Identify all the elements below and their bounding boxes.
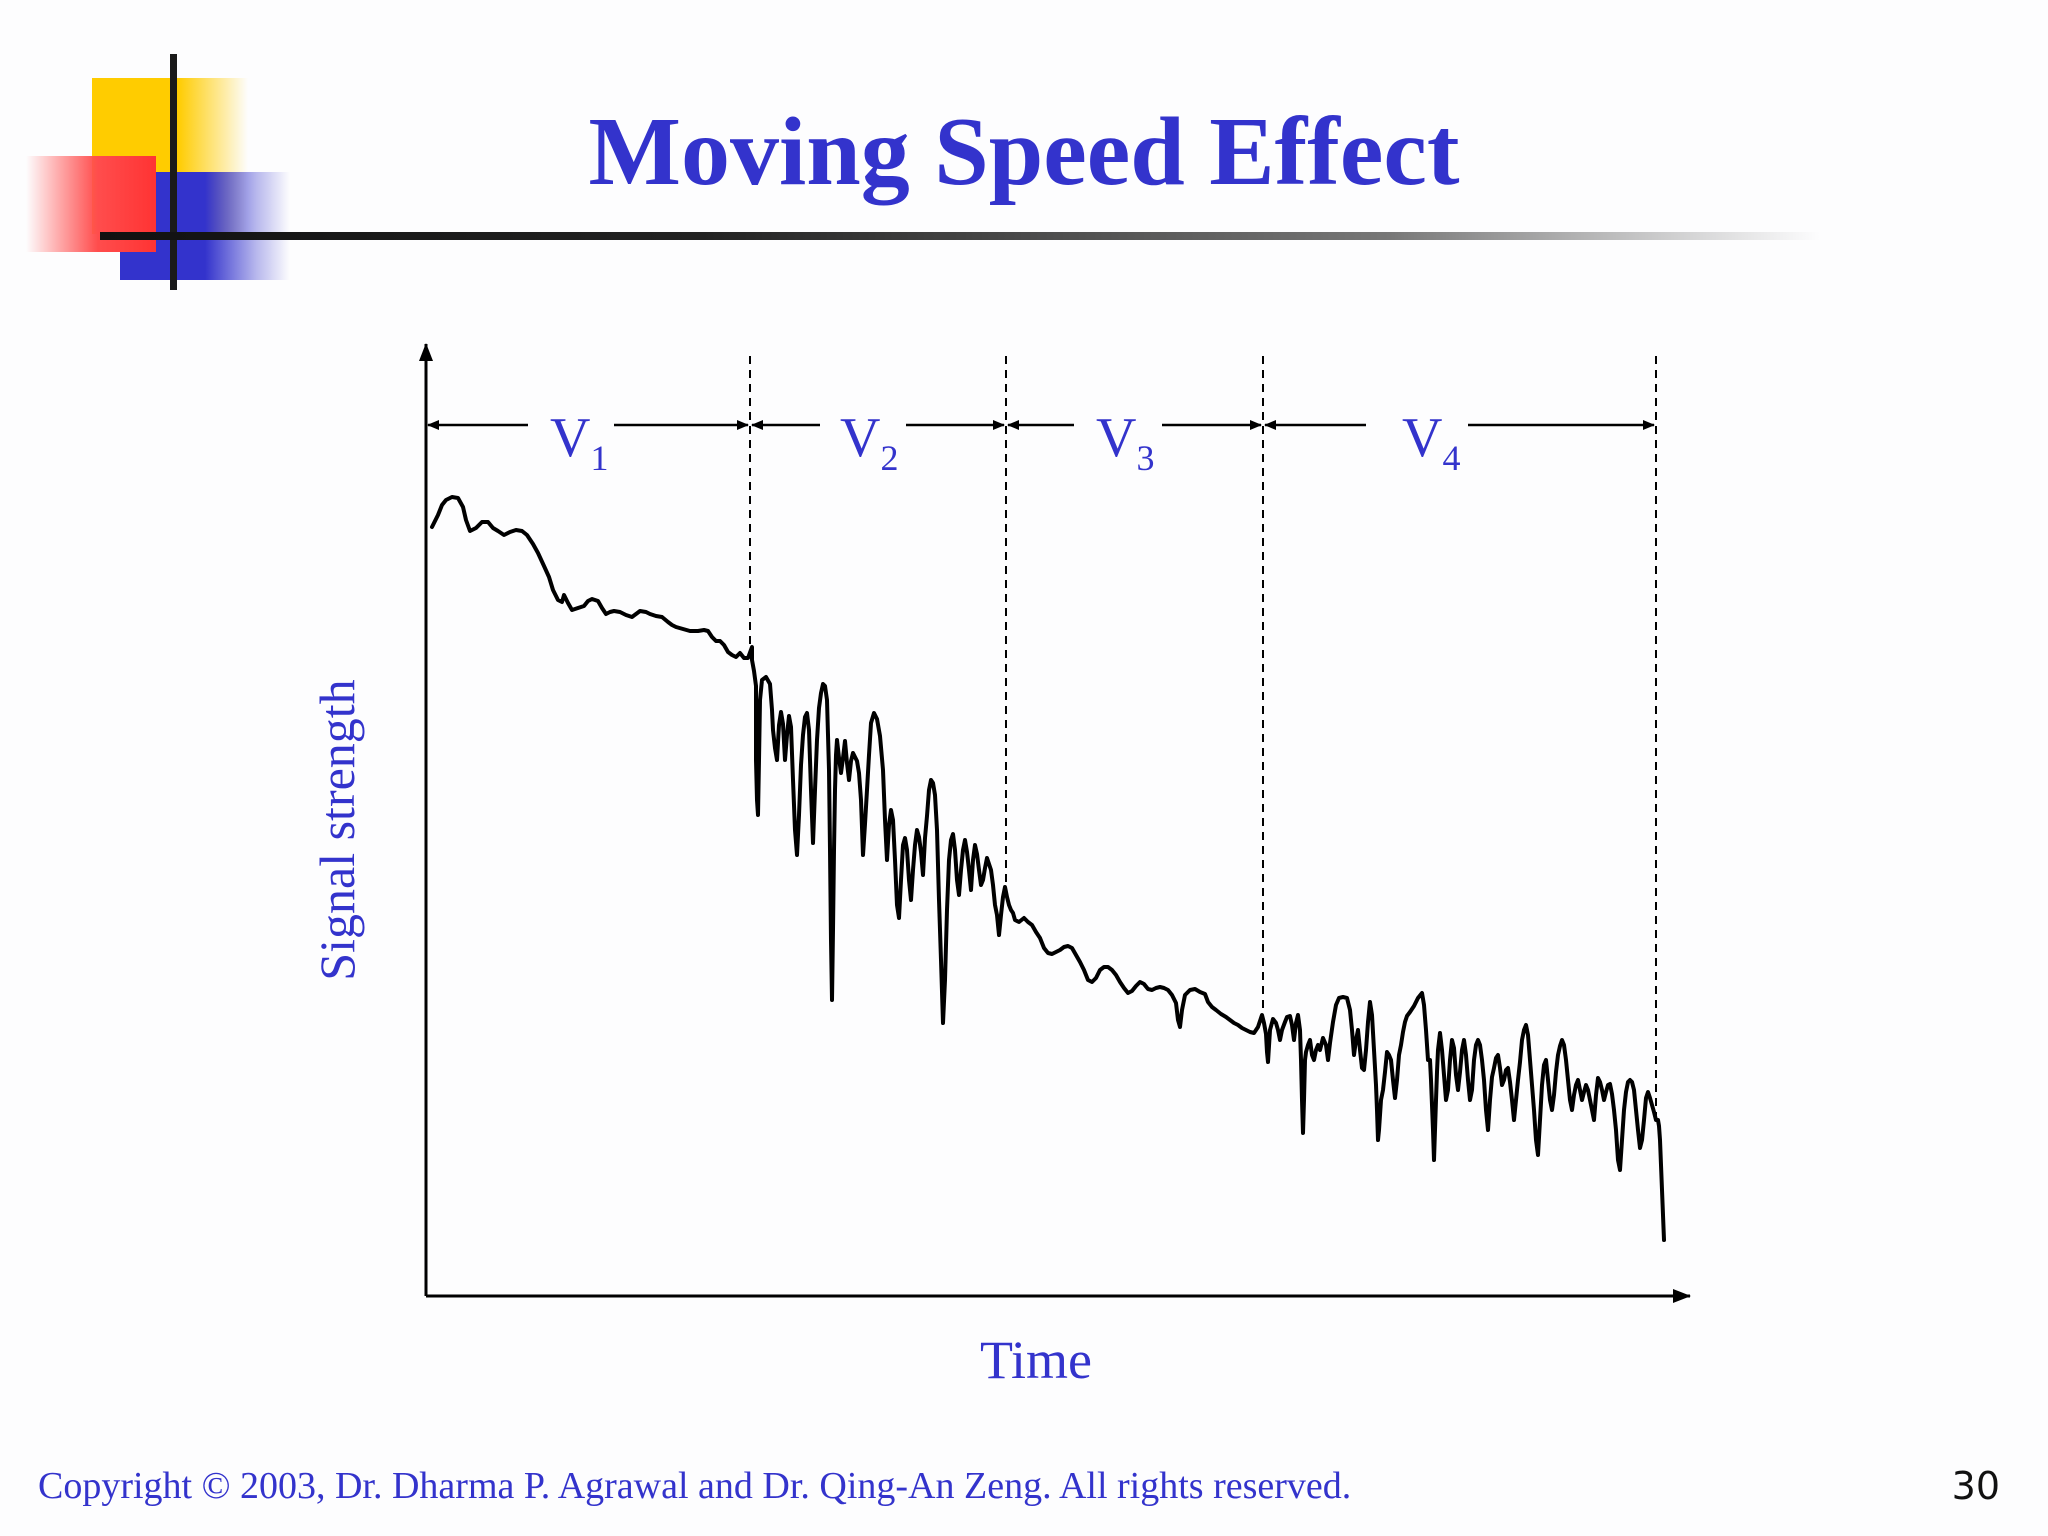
region-label-v4: V4 (1402, 407, 1460, 478)
region-label-v1: V1 (550, 407, 608, 478)
slide-title: Moving Speed Effect (588, 98, 1460, 206)
decorative-vertical-bar (170, 54, 177, 290)
signal-curve (430, 495, 1666, 1242)
x-axis-label: Time (980, 1330, 1092, 1390)
title-underline (100, 232, 1820, 240)
page-number: 30 (1951, 1464, 2000, 1508)
copyright-footer: Copyright © 2003, Dr. Dharma P. Agrawal … (38, 1465, 1352, 1507)
region-label-v3: V3 (1096, 407, 1154, 478)
y-axis-label: Signal strength (309, 679, 365, 980)
region-label-v2: V2 (840, 407, 898, 478)
